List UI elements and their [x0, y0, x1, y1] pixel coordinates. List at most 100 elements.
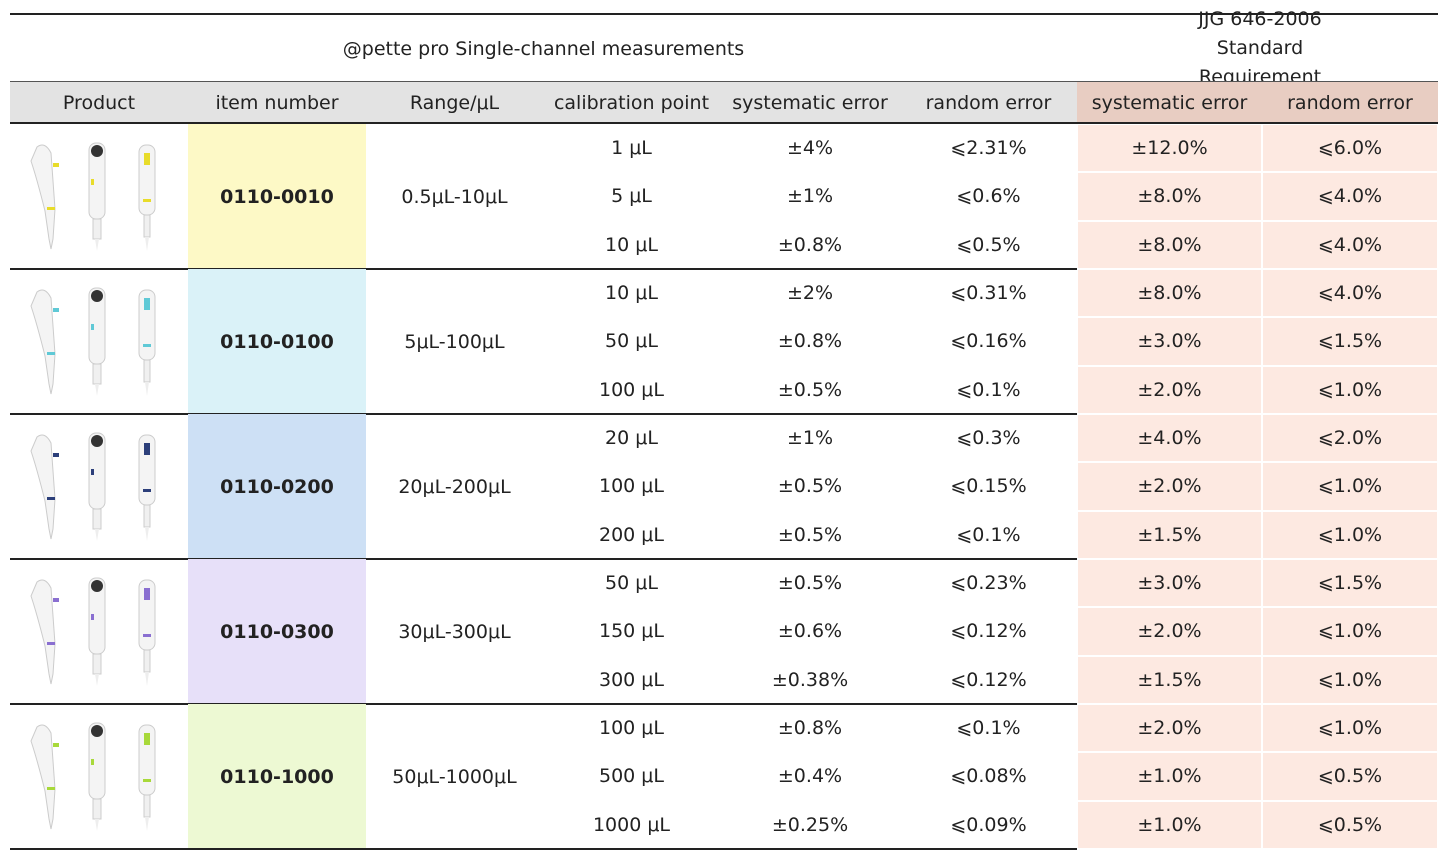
cell: ⩽1.0%	[1262, 366, 1438, 414]
cell: ±1%	[720, 172, 900, 220]
cell: ⩽0.1%	[900, 704, 1077, 752]
cell: 10 μL	[543, 221, 720, 269]
range: 5μL-100μL	[366, 269, 543, 414]
cell: ⩽1.0%	[1262, 462, 1438, 510]
header-title: @pette pro Single-channel measurements	[10, 15, 1077, 82]
cell: ±8.0%	[1077, 221, 1262, 269]
cell: ±0.5%	[720, 462, 900, 510]
cell: ⩽0.16%	[900, 317, 1077, 365]
cell: ⩽1.5%	[1262, 559, 1438, 607]
header-standard: JJG 646-2006 Standard Requirement	[1160, 15, 1360, 82]
column-header: systematic error	[720, 82, 900, 123]
item-number: 0110-0300	[188, 559, 366, 704]
product-image	[25, 574, 175, 689]
cell: ±2.0%	[1077, 607, 1262, 655]
cell: 100 μL	[543, 462, 720, 510]
product-image	[25, 139, 175, 254]
cell: ±0.38%	[720, 656, 900, 704]
cell: 50 μL	[543, 317, 720, 365]
cell: 200 μL	[543, 511, 720, 559]
item-number: 0110-0010	[188, 124, 366, 269]
range: 20μL-200μL	[366, 414, 543, 559]
cell: ⩽2.31%	[900, 124, 1077, 172]
cell: ⩽4.0%	[1262, 221, 1438, 269]
range: 50μL-1000μL	[366, 704, 543, 849]
cell: ±0.8%	[720, 317, 900, 365]
cell: ±8.0%	[1077, 269, 1262, 317]
cell: ±2.0%	[1077, 462, 1262, 510]
cell: 1000 μL	[543, 801, 720, 849]
cell: ±1.0%	[1077, 752, 1262, 800]
cell: ⩽0.09%	[900, 801, 1077, 849]
cell: ⩽0.1%	[900, 366, 1077, 414]
item-number: 0110-0100	[188, 269, 366, 414]
cell: 500 μL	[543, 752, 720, 800]
cell: ⩽0.6%	[900, 172, 1077, 220]
item-number: 0110-0200	[188, 414, 366, 559]
cell: ⩽0.5%	[900, 221, 1077, 269]
page: @pette pro Single-channel measurements JJ…	[0, 0, 1438, 844]
cell: ⩽0.1%	[900, 511, 1077, 559]
item-number: 0110-1000	[188, 704, 366, 849]
cell: ±0.5%	[720, 559, 900, 607]
cell: 300 μL	[543, 656, 720, 704]
column-header: item number	[188, 82, 366, 123]
cell: 1 μL	[543, 124, 720, 172]
cell: ±0.6%	[720, 607, 900, 655]
cell: ⩽1.0%	[1262, 511, 1438, 559]
cell: ⩽0.08%	[900, 752, 1077, 800]
range: 30μL-300μL	[366, 559, 543, 704]
column-header: systematic error	[1077, 82, 1262, 123]
product-image	[25, 719, 175, 834]
cell: ±4.0%	[1077, 414, 1262, 462]
product-image	[25, 284, 175, 399]
cell: ⩽0.5%	[1262, 801, 1438, 849]
cell: ±2.0%	[1077, 704, 1262, 752]
cell: ±1%	[720, 414, 900, 462]
cell: 10 μL	[543, 269, 720, 317]
cell: ⩽1.0%	[1262, 704, 1438, 752]
cell: ±0.5%	[720, 366, 900, 414]
cell: ±0.8%	[720, 704, 900, 752]
cell: ⩽0.12%	[900, 607, 1077, 655]
column-header: Range/μL	[366, 82, 543, 123]
cell: 150 μL	[543, 607, 720, 655]
cell: ±12.0%	[1077, 124, 1262, 172]
cell: ⩽1.0%	[1262, 607, 1438, 655]
column-header: calibration point	[543, 82, 720, 123]
cell: 20 μL	[543, 414, 720, 462]
cell: ±3.0%	[1077, 317, 1262, 365]
cell: ±4%	[720, 124, 900, 172]
cell: ±0.4%	[720, 752, 900, 800]
cell: 100 μL	[543, 366, 720, 414]
cell: ±3.0%	[1077, 559, 1262, 607]
cell: ⩽0.31%	[900, 269, 1077, 317]
column-header: random error	[1262, 82, 1438, 123]
cell: ±0.25%	[720, 801, 900, 849]
cell: ±1.0%	[1077, 801, 1262, 849]
column-header: Product	[10, 82, 188, 123]
cell: ±2%	[720, 269, 900, 317]
cell: ±0.8%	[720, 221, 900, 269]
cell: 50 μL	[543, 559, 720, 607]
cell: ⩽6.0%	[1262, 124, 1438, 172]
cell: ⩽2.0%	[1262, 414, 1438, 462]
cell: ⩽1.5%	[1262, 317, 1438, 365]
cell: ±1.5%	[1077, 656, 1262, 704]
cell: ⩽1.0%	[1262, 656, 1438, 704]
cell: ⩽0.3%	[900, 414, 1077, 462]
cell: ±0.5%	[720, 511, 900, 559]
cell: ±2.0%	[1077, 366, 1262, 414]
cell: ±8.0%	[1077, 172, 1262, 220]
cell: ⩽4.0%	[1262, 172, 1438, 220]
cell: ⩽4.0%	[1262, 269, 1438, 317]
product-image	[25, 429, 175, 544]
cell: ⩽0.15%	[900, 462, 1077, 510]
cell: 5 μL	[543, 172, 720, 220]
cell: ⩽0.5%	[1262, 752, 1438, 800]
cell: 100 μL	[543, 704, 720, 752]
cell: ±1.5%	[1077, 511, 1262, 559]
cell: ⩽0.23%	[900, 559, 1077, 607]
column-header: random error	[900, 82, 1077, 123]
cell: ⩽0.12%	[900, 656, 1077, 704]
